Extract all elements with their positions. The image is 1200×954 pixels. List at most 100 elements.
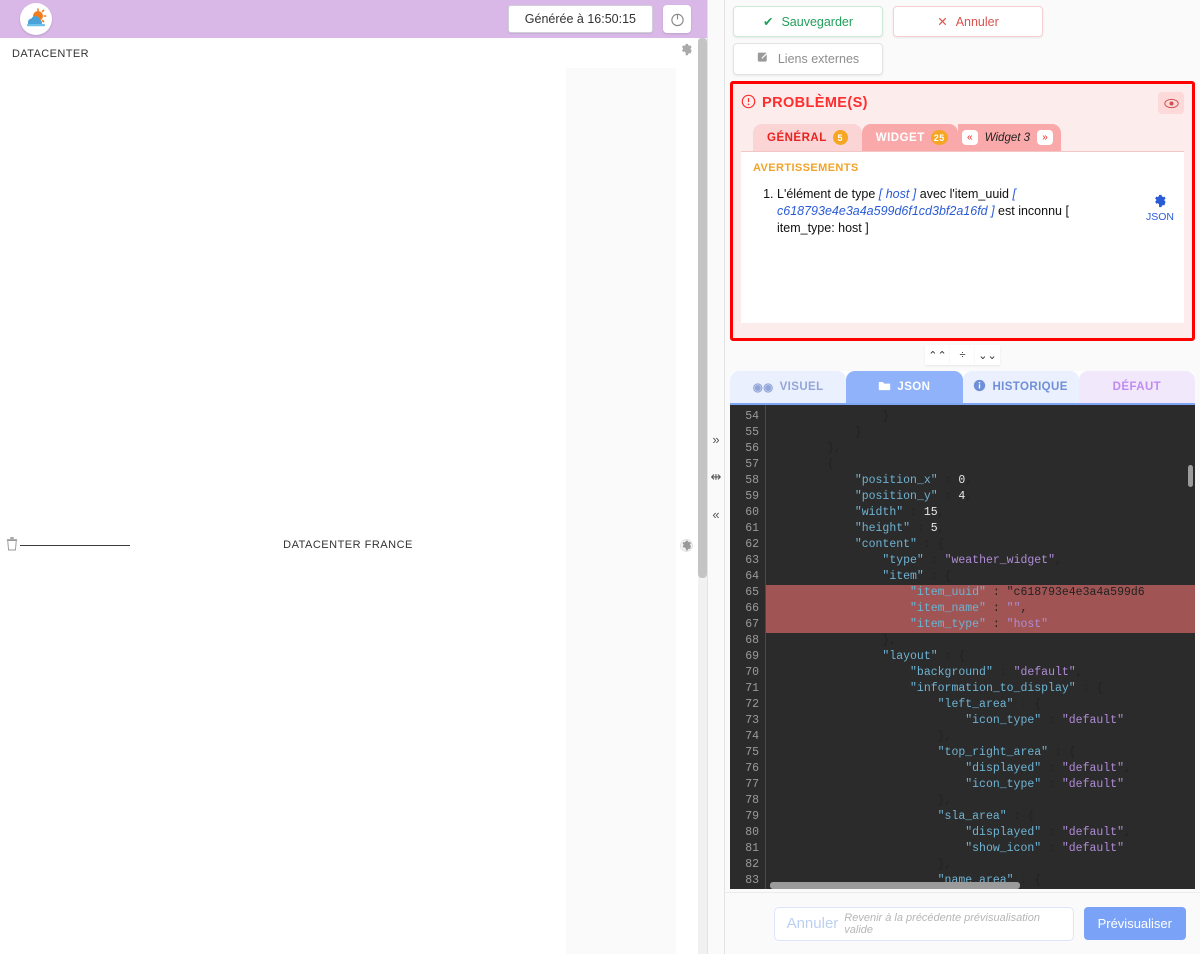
problems-tabs: GÉNÉRAL 5 WIDGET 25 « Widget 3 »: [753, 124, 1184, 151]
current-widget-label: Widget 3: [984, 131, 1031, 144]
code-line[interactable]: "information_to_display" : {: [910, 682, 1104, 695]
code-line[interactable]: "layout" : {: [882, 650, 966, 663]
line-number: 75: [745, 746, 759, 759]
datacenter-root-row: DATACENTER: [0, 38, 707, 60]
code-line[interactable]: "show_icon" : "default": [965, 842, 1124, 855]
code-line[interactable]: "displayed" : "default",: [965, 826, 1131, 839]
code-lines[interactable]: } } }, { "position_x" : 0, "position_y" …: [766, 405, 1195, 889]
code-line[interactable]: "item_type" : "host": [766, 617, 1195, 633]
gear-icon[interactable]: [680, 538, 693, 552]
tab-visuel[interactable]: ◉◉ VISUEL: [730, 371, 847, 403]
gear-icon[interactable]: [680, 43, 693, 56]
info-icon: [973, 379, 986, 395]
editor-tabs: ◉◉ VISUEL JSON HISTORIQUE DÉFAUT: [730, 371, 1195, 405]
code-line[interactable]: }: [772, 410, 890, 423]
weather-logo-icon: [20, 3, 52, 35]
line-number: 72: [745, 698, 759, 711]
expand-right-icon[interactable]: »: [712, 432, 720, 447]
panel-size-controls: ⌃⌃ ÷ ⌄⌄: [725, 345, 1200, 365]
code-hscrollbar[interactable]: [770, 882, 1020, 889]
file-icon: [878, 380, 891, 395]
dashboard-preview-panel: Générée à 16:50:15 DATACENTER DATACENTER…: [0, 0, 707, 954]
prev-widget-icon[interactable]: «: [961, 130, 978, 145]
collapse-left-icon[interactable]: «: [712, 507, 720, 522]
tab-widget[interactable]: WIDGET 25: [861, 124, 958, 151]
code-line[interactable]: "icon_type" : "default": [965, 714, 1124, 727]
line-number: 56: [745, 442, 759, 455]
preview-actions: Annuler Revenir à la précédente prévisua…: [725, 892, 1200, 954]
canvas-scrollbar-thumb[interactable]: [698, 38, 707, 578]
code-line[interactable]: "item_uuid" : "c618793e4e3a4a599d6: [766, 585, 1195, 601]
app-topbar: Générée à 16:50:15: [0, 0, 707, 38]
code-vscrollbar[interactable]: [1188, 465, 1193, 487]
code-line[interactable]: "icon_type" : "default": [965, 778, 1124, 791]
cancel-button[interactable]: ✕ Annuler: [893, 6, 1043, 37]
next-widget-icon[interactable]: »: [1037, 130, 1054, 145]
cancel-button-label: Annuler: [955, 14, 999, 29]
code-line[interactable]: },: [772, 730, 952, 743]
line-number: 67: [745, 618, 759, 631]
line-number: 77: [745, 778, 759, 791]
line-number: 63: [745, 554, 759, 567]
code-line[interactable]: {: [772, 458, 835, 471]
external-links-button[interactable]: Liens externes: [733, 43, 883, 75]
revert-preview-button[interactable]: Annuler Revenir à la précédente prévisua…: [773, 906, 1074, 941]
line-number: 80: [745, 826, 759, 839]
code-line[interactable]: "sla_area" : {: [937, 810, 1035, 823]
eyes-icon: ◉◉: [752, 382, 774, 394]
line-number: 57: [745, 458, 759, 471]
code-line[interactable]: }: [772, 426, 862, 439]
line-number: 81: [745, 842, 759, 855]
code-line[interactable]: "width" : 15,: [854, 506, 945, 519]
tab-visuel-label: VISUEL: [779, 381, 824, 393]
code-line[interactable]: },: [772, 442, 842, 455]
code-line[interactable]: },: [772, 858, 952, 871]
code-line[interactable]: "type" : "weather_widget",: [882, 554, 1062, 567]
delete-group-icon[interactable]: [6, 536, 18, 554]
tab-historique-label: HISTORIQUE: [992, 381, 1068, 393]
generated-at-button[interactable]: Générée à 16:50:15: [507, 5, 653, 33]
panel-divider[interactable]: » ⇹ «: [707, 0, 725, 954]
code-line[interactable]: "displayed" : "default",: [965, 762, 1131, 775]
external-links-label: Liens externes: [777, 52, 860, 66]
split-even-icon[interactable]: ÷: [950, 345, 975, 365]
revert-label: Annuler: [786, 915, 839, 932]
code-line[interactable]: "content" : {: [854, 538, 945, 551]
code-line[interactable]: "background" : "default",: [910, 666, 1083, 679]
tab-general-label: GÉNÉRAL: [767, 131, 827, 144]
line-number: 60: [745, 506, 759, 519]
preview-button[interactable]: Prévisualiser: [1083, 907, 1186, 940]
code-line[interactable]: "item_name" : "",: [766, 601, 1195, 617]
save-button[interactable]: ✔ Sauvegarder: [733, 6, 883, 37]
code-line[interactable]: },: [772, 634, 897, 647]
line-number: 70: [745, 666, 759, 679]
tab-json[interactable]: JSON: [846, 371, 963, 403]
expand-down-icon[interactable]: ⌄⌄: [975, 345, 1000, 365]
toggle-visibility-icon[interactable]: [1158, 92, 1184, 114]
group-header: DATACENTER FRANCE: [0, 68, 707, 954]
code-line[interactable]: "left_area" : {: [937, 698, 1042, 711]
line-number: 59: [745, 490, 759, 503]
resize-handle-icon[interactable]: ⇹: [710, 469, 722, 484]
power-icon[interactable]: [663, 5, 691, 33]
collapse-up-icon[interactable]: ⌃⌃: [925, 345, 950, 365]
code-line[interactable]: "position_x" : 0,: [854, 474, 973, 487]
code-line[interactable]: },: [772, 794, 952, 807]
code-line[interactable]: "position_y" : 4,: [854, 490, 973, 503]
tab-general[interactable]: GÉNÉRAL 5: [753, 124, 862, 151]
tab-historique[interactable]: HISTORIQUE: [962, 371, 1079, 403]
page-title: DATACENTER: [12, 48, 89, 60]
save-button-label: Sauvegarder: [781, 14, 854, 29]
code-line[interactable]: "height" : 5,: [854, 522, 945, 535]
canvas-scrollbar[interactable]: [698, 38, 707, 954]
json-code-editor[interactable]: 54 55 56 57 58 59 60 61 62 63 64 65 66 67 68 69 70 71 72 73…: [730, 405, 1195, 889]
code-line[interactable]: "item" : {: [882, 570, 952, 583]
line-number: 71: [745, 682, 759, 695]
tab-defaut[interactable]: DÉFAUT: [1078, 371, 1195, 403]
json-shortcut[interactable]: JSON: [1146, 194, 1174, 223]
tab-defaut-label: DÉFAUT: [1112, 381, 1162, 393]
revert-hint: Revenir à la précédente prévisualisation…: [844, 911, 1040, 936]
code-line[interactable]: "top_right_area" : {: [937, 746, 1076, 759]
edit-link-icon: [757, 51, 770, 67]
